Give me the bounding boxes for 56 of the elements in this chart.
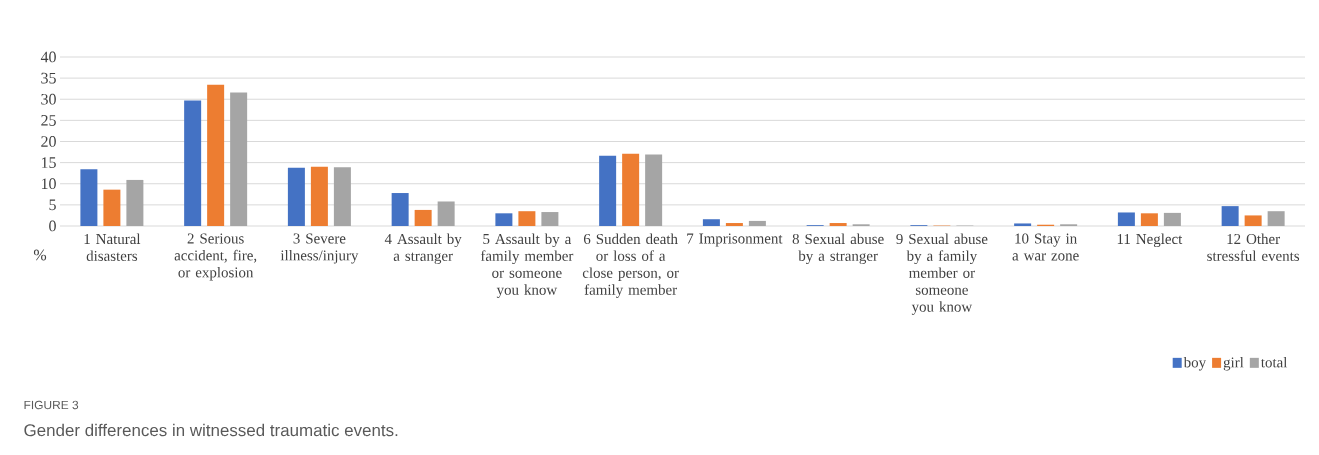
bar [103, 189, 121, 226]
x-tick-label: 10 Stay in a war zone [1012, 233, 1079, 261]
bar [310, 166, 328, 226]
y-tick-label: 25 [41, 115, 56, 126]
y-tick-label: 30 [41, 93, 56, 105]
y-tick-label: 0 [49, 220, 56, 232]
bar [414, 209, 432, 226]
x-tick-label: 2 Serious accident, fire, or explosion [174, 233, 257, 281]
bar [702, 219, 720, 226]
bar [207, 84, 225, 226]
x-tick-label: 11 Neglect [1117, 233, 1183, 248]
caption: FIGURE 3 [24, 400, 79, 410]
bar [748, 220, 766, 226]
bar [645, 154, 663, 226]
x-tick-label: 6 Sudden death or loss of a close person, or family member [582, 233, 679, 298]
bar [1014, 223, 1032, 226]
bar [829, 223, 847, 226]
legend-label: total [1260, 356, 1288, 368]
bar [437, 201, 455, 226]
x-tick-label: 8 Sexual abuse by a stranger [792, 233, 884, 265]
legend-label: girl [1223, 356, 1244, 371]
bar [541, 212, 559, 226]
y-tick-label: 35 [41, 72, 56, 84]
bar [230, 92, 248, 226]
y-tick-label: 20 [41, 136, 56, 147]
bar [1163, 212, 1181, 226]
x-tick-label: 7 Imprisonment [687, 233, 783, 247]
y-tick-label: 5 [49, 199, 56, 211]
bar [391, 193, 409, 226]
legend-label: boy [1183, 356, 1207, 371]
bar [495, 213, 513, 226]
bar [287, 167, 305, 226]
x-tick-label: 9 Sexual abuse by a family member or someone you know [896, 233, 988, 315]
y-tick-label: 40 [40, 51, 56, 63]
bar [333, 167, 351, 226]
text: Gender differences in witnessed traumatic events. [24, 423, 398, 437]
bar [518, 211, 536, 226]
bar [126, 179, 144, 226]
y-tick-label: 15 [41, 157, 56, 168]
bar [1117, 212, 1135, 226]
x-tick-label: 3 Severe illness/injury [280, 233, 359, 264]
x-tick-label: 12 Other stressful events [1207, 233, 1300, 261]
bar [184, 100, 202, 226]
bar [599, 155, 617, 226]
bar [80, 169, 98, 226]
x-tick-label: 5 Assault by a family member or someone you know [480, 233, 574, 298]
bar [1244, 215, 1262, 226]
y-axis-title: % [33, 249, 47, 261]
x-tick-label: 1 Natural disasters [84, 233, 141, 261]
bar [622, 153, 640, 226]
bar [1221, 206, 1239, 226]
bar [725, 223, 743, 226]
bar [1267, 211, 1285, 226]
bar [1140, 213, 1158, 226]
y-tick-label: 10 [41, 178, 56, 190]
x-tick-label: 4 Assault by a stranger [384, 233, 462, 265]
